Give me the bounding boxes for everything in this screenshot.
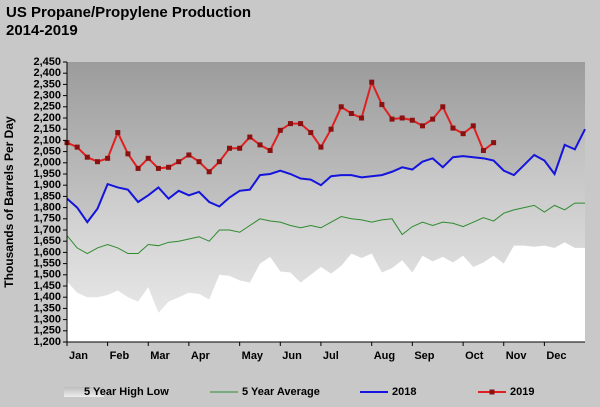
point-marker [308, 130, 314, 136]
point-marker [460, 131, 466, 137]
y-tick-label: 2,050 [33, 146, 61, 158]
legend-label: 5 Year Average [242, 386, 320, 398]
y-axis-label: Thousands of Barrels Per Day [2, 116, 16, 288]
point-marker [338, 104, 344, 110]
point-marker [277, 127, 283, 133]
x-tick-label: Aug [374, 350, 395, 362]
y-tick-label: 1,550 [33, 258, 61, 270]
point-marker [216, 159, 222, 165]
point-marker [115, 130, 121, 136]
y-tick-label: 1,750 [33, 213, 61, 225]
y-tick-label: 1,900 [33, 179, 61, 191]
y-tick-label: 1,400 [33, 291, 61, 303]
series-line [66, 202, 585, 255]
point-marker [176, 159, 182, 165]
point-marker [450, 125, 456, 131]
y-tick-label: 1,450 [33, 280, 61, 292]
x-tick-label: Dec [546, 350, 566, 362]
point-marker [298, 121, 304, 127]
point-marker [257, 142, 263, 148]
point-marker [206, 169, 212, 175]
legend-label: 2019 [510, 386, 534, 398]
point-marker [389, 116, 395, 122]
y-tick-label: 1,700 [33, 224, 61, 236]
point-marker [318, 144, 324, 150]
point-marker [196, 159, 202, 165]
point-marker [328, 126, 334, 132]
point-marker [247, 134, 253, 140]
point-marker [287, 121, 293, 127]
point-marker [359, 115, 365, 121]
y-tick-label: 1,350 [33, 302, 61, 314]
y-tick-label: 2,100 [33, 134, 61, 146]
point-marker [145, 155, 151, 161]
point-marker [125, 151, 131, 157]
point-marker [155, 165, 161, 171]
point-marker [379, 102, 385, 108]
legend-label: 5 Year High Low [84, 386, 169, 398]
point-marker [480, 147, 486, 153]
y-tick-label: 1,250 [33, 325, 61, 337]
legend-label: 2018 [392, 386, 416, 398]
y-tick-label: 1,650 [33, 235, 61, 247]
x-tick-label: Mar [150, 350, 170, 362]
y-tick-label: 2,450 [33, 56, 61, 68]
point-marker [94, 159, 100, 165]
point-marker [186, 152, 192, 158]
x-tick-label: Jun [282, 350, 302, 362]
y-tick-label: 2,000 [33, 157, 61, 169]
y-tick-label: 1,950 [33, 168, 61, 180]
point-marker [348, 111, 354, 117]
point-marker [419, 123, 425, 129]
y-tick-label: 2,300 [33, 90, 61, 102]
point-marker [237, 145, 243, 151]
point-marker [399, 115, 405, 121]
chart-subtitle: 2014-2019 [6, 22, 78, 39]
point-marker [491, 140, 497, 146]
x-tick-label: Sep [414, 350, 434, 362]
y-tick-label: 2,250 [33, 101, 61, 113]
y-tick-label: 1,600 [33, 246, 61, 258]
x-tick-label: Oct [465, 350, 484, 362]
point-marker [369, 79, 375, 85]
legend-marker [489, 389, 495, 395]
y-tick-label: 2,350 [33, 78, 61, 90]
y-tick-label: 2,400 [33, 67, 61, 79]
x-tick-label: Feb [110, 350, 130, 362]
y-tick-label: 2,150 [33, 123, 61, 135]
x-tick-label: Jan [69, 350, 88, 362]
y-tick-label: 1,800 [33, 202, 61, 214]
point-marker [267, 147, 273, 153]
point-marker [440, 104, 446, 110]
series-line [66, 128, 586, 224]
point-marker [430, 116, 436, 122]
point-marker [470, 123, 476, 129]
band-low-area [67, 242, 585, 342]
chart-title: US Propane/Propylene Production [6, 4, 251, 21]
y-tick-label: 1,300 [33, 314, 61, 326]
point-marker [227, 145, 233, 151]
x-tick-label: Nov [506, 350, 528, 362]
y-tick-label: 2,200 [33, 112, 61, 124]
point-marker [84, 154, 90, 160]
y-tick-label: 1,850 [33, 190, 61, 202]
point-marker [105, 155, 111, 161]
x-tick-label: May [242, 350, 264, 362]
point-marker [135, 165, 141, 171]
y-tick-label: 1,200 [33, 336, 61, 348]
y-tick-label: 1,500 [33, 269, 61, 281]
x-tick-label: Jul [323, 350, 339, 362]
legend-swatch [64, 387, 104, 397]
point-marker [409, 117, 415, 123]
point-marker [166, 164, 172, 170]
x-tick-label: Apr [191, 350, 211, 362]
point-marker [74, 144, 80, 150]
